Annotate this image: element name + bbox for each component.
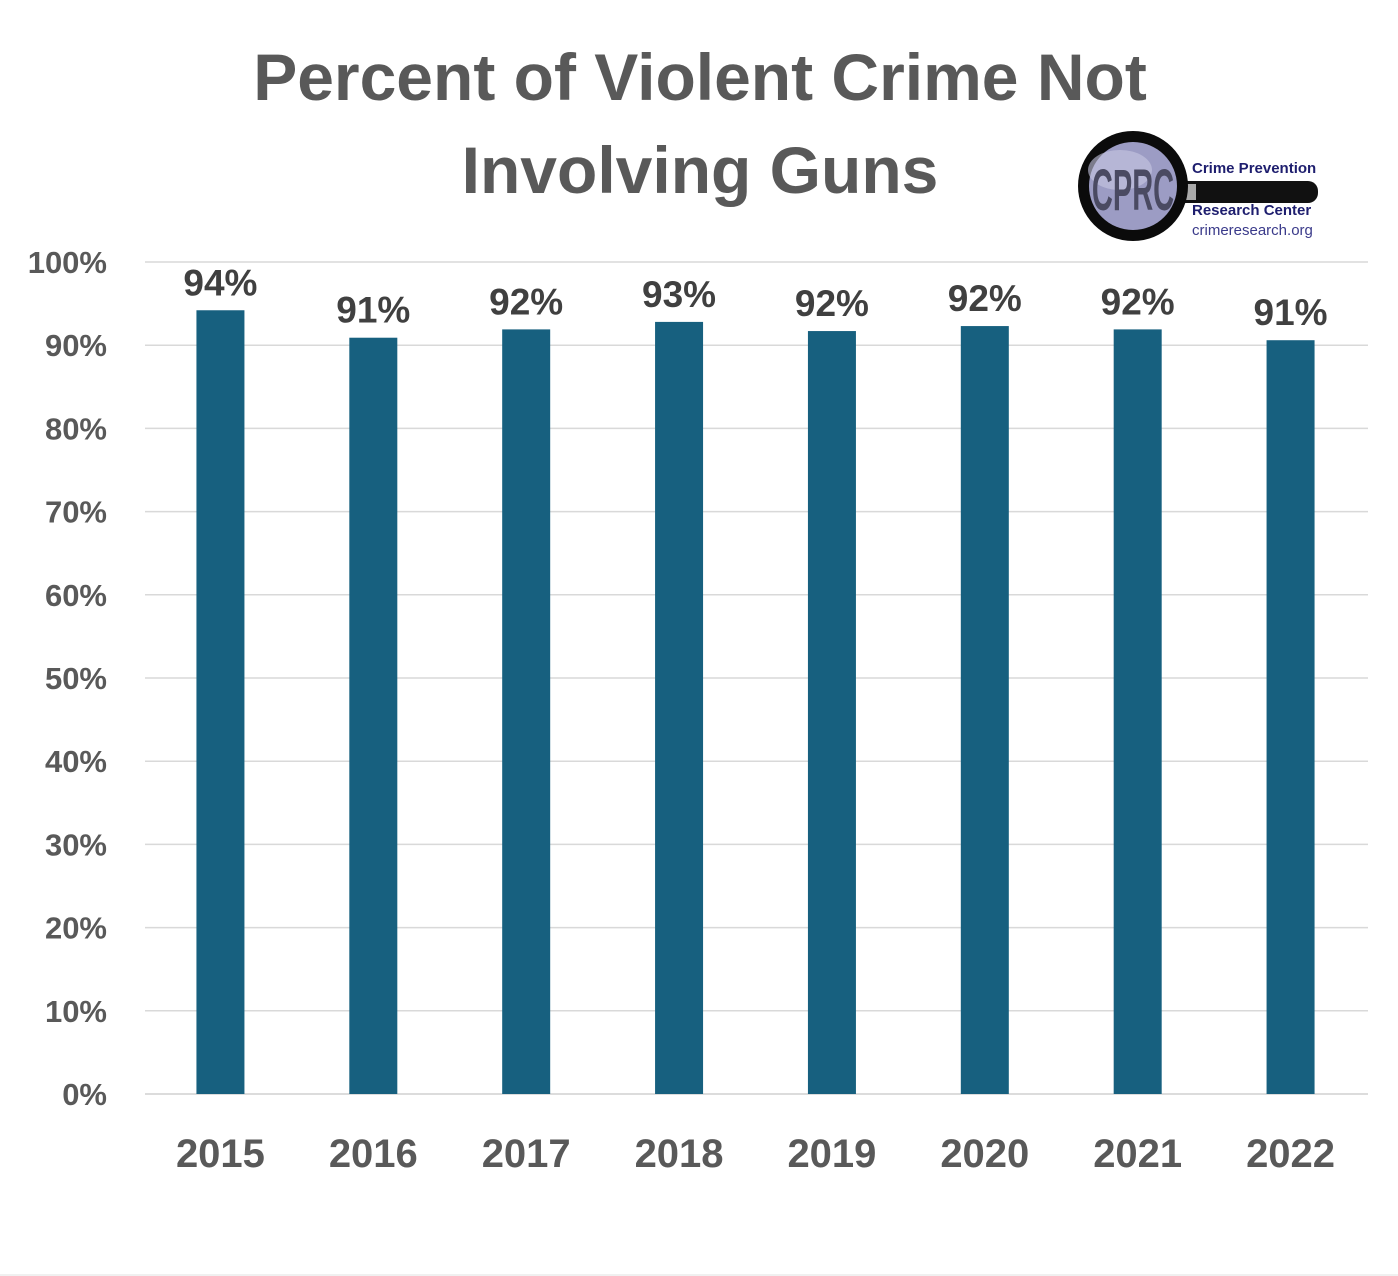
- y-tick-label: 80%: [45, 411, 107, 446]
- cprc-logo: CPRC Crime Prevention Research Center cr…: [1078, 131, 1322, 241]
- bar-2016: [349, 337, 398, 1094]
- data-label: 92%: [489, 281, 563, 322]
- bar-2015: [196, 310, 245, 1095]
- logo-text-bg-2: [1190, 203, 1322, 237]
- chart-title-line-1: Percent of Violent Crime Not: [253, 40, 1147, 114]
- chart-title-line-2: Involving Guns: [462, 133, 939, 207]
- y-tick-label: 70%: [45, 495, 107, 530]
- x-tick-label: 2015: [176, 1132, 265, 1176]
- bars: [196, 310, 1315, 1095]
- bar-2022: [1266, 340, 1315, 1094]
- y-tick-label: 50%: [45, 661, 107, 696]
- magnifier-handle: [1168, 181, 1318, 203]
- data-label: 92%: [795, 283, 869, 324]
- y-tick-label: 90%: [45, 328, 107, 363]
- data-label: 94%: [183, 262, 257, 303]
- y-tick-label: 10%: [45, 994, 107, 1029]
- logo-initials: CPRC: [1092, 157, 1174, 223]
- y-tick-label: 100%: [28, 245, 107, 280]
- x-tick-label: 2022: [1246, 1132, 1335, 1176]
- logo-line-1: Crime Prevention: [1192, 160, 1316, 177]
- lens-glare: [1088, 150, 1152, 190]
- y-tick-label: 60%: [45, 578, 107, 613]
- logo-line-2: Research Center: [1192, 202, 1311, 219]
- x-tick-label: 2018: [635, 1132, 724, 1176]
- x-tick-label: 2017: [482, 1132, 571, 1176]
- data-label: 92%: [1101, 281, 1175, 322]
- y-axis-ticks: 0% 10% 20% 30% 40% 50% 60% 70% 80% 90% 100%: [28, 245, 107, 1112]
- gridlines: [145, 261, 1368, 1095]
- x-tick-label: 2020: [940, 1132, 1029, 1176]
- bar-2018: [655, 321, 704, 1094]
- data-label: 91%: [1254, 292, 1328, 333]
- bar-2020: [960, 326, 1009, 1095]
- data-label: 93%: [642, 274, 716, 315]
- logo-url: crimeresearch.org: [1192, 222, 1313, 239]
- bar-2017: [502, 329, 551, 1095]
- bar-2021: [1113, 329, 1162, 1095]
- x-tick-label: 2019: [787, 1132, 876, 1176]
- y-tick-label: 20%: [45, 911, 107, 946]
- logo-text-bg: [1190, 158, 1322, 178]
- data-label: 92%: [948, 278, 1022, 319]
- x-tick-label: 2021: [1093, 1132, 1182, 1176]
- y-tick-label: 0%: [62, 1077, 107, 1112]
- x-axis-ticks: 2015 2016 2017 2018 2019 2020 2021 2022: [176, 1132, 1335, 1176]
- data-label: 91%: [336, 290, 410, 331]
- y-tick-label: 30%: [45, 827, 107, 862]
- data-labels: 94% 91% 92% 93% 92% 92% 92% 91%: [183, 262, 1327, 333]
- bar-2019: [807, 331, 856, 1094]
- x-tick-label: 2016: [329, 1132, 418, 1176]
- y-tick-label: 40%: [45, 744, 107, 779]
